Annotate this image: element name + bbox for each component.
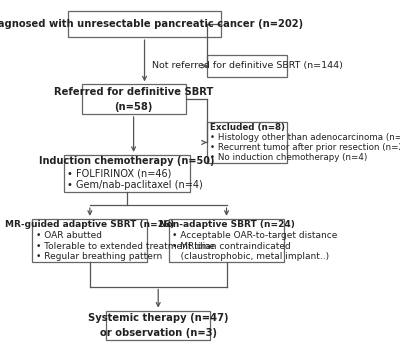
FancyBboxPatch shape	[169, 219, 284, 263]
Text: • Tolerable to extended treatment time: • Tolerable to extended treatment time	[36, 241, 215, 251]
FancyBboxPatch shape	[64, 155, 190, 191]
Text: Induction chemotherapy (n=50): Induction chemotherapy (n=50)	[39, 156, 214, 166]
Text: (n=58): (n=58)	[114, 102, 153, 112]
Text: • Regular breathing pattern: • Regular breathing pattern	[36, 252, 162, 262]
Text: (claustrophobic, metal implant..): (claustrophobic, metal implant..)	[172, 252, 330, 262]
FancyBboxPatch shape	[68, 11, 221, 37]
FancyBboxPatch shape	[32, 219, 147, 263]
Text: Non-adaptive SBRT (n=24): Non-adaptive SBRT (n=24)	[158, 220, 294, 229]
Text: • Recurrent tumor after prior resection (n=2): • Recurrent tumor after prior resection …	[210, 143, 400, 152]
Text: • Gem/nab-paclitaxel (n=4): • Gem/nab-paclitaxel (n=4)	[67, 181, 203, 190]
Text: Referred for definitive SBRT: Referred for definitive SBRT	[54, 87, 213, 97]
Text: Diagnosed with unresectable pancreatic cancer (n=202): Diagnosed with unresectable pancreatic c…	[0, 19, 303, 29]
Text: Systemic therapy (n=47): Systemic therapy (n=47)	[88, 313, 228, 323]
Text: Not referred for definitive SBRT (n=144): Not referred for definitive SBRT (n=144)	[152, 62, 342, 70]
Text: Excluded (n=8): Excluded (n=8)	[210, 123, 284, 132]
Text: • FOLFIRINOX (n=46): • FOLFIRINOX (n=46)	[67, 168, 172, 178]
FancyBboxPatch shape	[106, 310, 210, 340]
Text: or observation (n=3): or observation (n=3)	[100, 328, 217, 338]
Text: • Acceptable OAR-to-target distance: • Acceptable OAR-to-target distance	[172, 231, 338, 240]
Text: • Histology other than adenocarcinoma (n=2): • Histology other than adenocarcinoma (n…	[210, 133, 400, 142]
FancyBboxPatch shape	[207, 55, 287, 77]
FancyBboxPatch shape	[207, 122, 287, 163]
Text: • OAR abutted: • OAR abutted	[36, 231, 102, 240]
Text: • No induction chemotherapy (n=4): • No induction chemotherapy (n=4)	[210, 153, 367, 162]
Text: • MRIdian contraindicated: • MRIdian contraindicated	[172, 241, 291, 251]
FancyBboxPatch shape	[82, 84, 186, 114]
Text: MR-guided adaptive SBRT (n=26): MR-guided adaptive SBRT (n=26)	[5, 220, 174, 229]
